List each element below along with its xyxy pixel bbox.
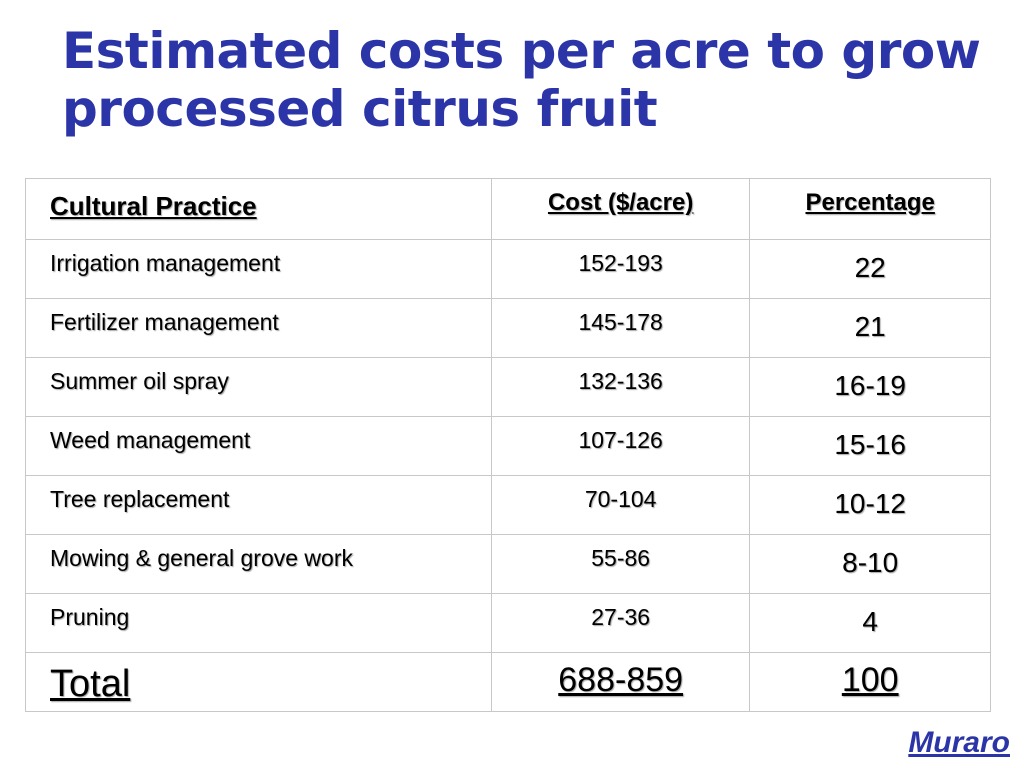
- cost-value: 132-136: [578, 368, 663, 394]
- cost-value: 55-86: [591, 545, 651, 571]
- table-row: Tree replacement 70-104 10-12: [25, 475, 991, 535]
- percentage-value: 8-10: [842, 547, 899, 578]
- percentage-cell: 21: [749, 298, 991, 358]
- cost-cell: 132-136: [490, 357, 751, 417]
- cost-cell: 55-86: [490, 534, 751, 594]
- practice-cell: Summer oil spray: [25, 357, 492, 417]
- practice-label: Pruning: [50, 604, 130, 630]
- cost-value: 70-104: [584, 486, 657, 512]
- header-cost-cell: Cost ($/acre): [490, 178, 751, 240]
- cost-cell: 27-36: [490, 593, 751, 653]
- practice-label: Fertilizer management: [50, 309, 279, 335]
- cost-value: 27-36: [591, 604, 651, 630]
- total-percentage-cell: 100: [749, 652, 991, 712]
- percentage-value: 22: [854, 252, 886, 283]
- table-row: Summer oil spray 132-136 16-19: [25, 357, 991, 417]
- practice-label: Irrigation management: [50, 250, 281, 276]
- practice-cell: Pruning: [25, 593, 492, 653]
- practice-label: Weed management: [50, 427, 251, 453]
- percentage-value: 21: [854, 311, 886, 342]
- slide-title: Estimated costs per acre to grow process…: [62, 22, 1012, 138]
- cost-cell: 70-104: [490, 475, 751, 535]
- percentage-value: 4: [862, 606, 878, 637]
- practice-label: Summer oil spray: [50, 368, 229, 394]
- header-practice-cell: Cultural Practice: [25, 178, 492, 240]
- header-percentage-cell: Percentage: [749, 178, 991, 240]
- table-row: Mowing & general grove work 55-86 8-10: [25, 534, 991, 594]
- total-row: Total 688-859 100: [25, 652, 991, 712]
- practice-cell: Weed management: [25, 416, 492, 476]
- percentage-value: 16-19: [834, 370, 906, 401]
- percentage-cell: 8-10: [749, 534, 991, 594]
- practice-label: Mowing & general grove work: [50, 545, 353, 571]
- cost-cell: 152-193: [490, 239, 751, 299]
- percentage-cell: 22: [749, 239, 991, 299]
- slide-title-line-1: Estimated costs per acre to grow: [62, 22, 981, 80]
- table-row: Fertilizer management 145-178 21: [25, 298, 991, 358]
- cost-cell: 107-126: [490, 416, 751, 476]
- slide-title-line-2: processed citrus fruit: [62, 80, 658, 138]
- total-percentage: 100: [841, 661, 899, 699]
- header-cost: Cost ($/acre): [547, 189, 694, 216]
- percentage-cell: 10-12: [749, 475, 991, 535]
- total-label: Total: [50, 663, 131, 705]
- cost-cell: 145-178: [490, 298, 751, 358]
- header-percentage: Percentage: [805, 189, 935, 216]
- cost-value: 152-193: [578, 250, 663, 276]
- table-row: Weed management 107-126 15-16: [25, 416, 991, 476]
- percentage-cell: 16-19: [749, 357, 991, 417]
- practice-cell: Mowing & general grove work: [25, 534, 492, 594]
- percentage-cell: 4: [749, 593, 991, 653]
- percentage-cell: 15-16: [749, 416, 991, 476]
- percentage-value: 15-16: [834, 429, 906, 460]
- cost-value: 107-126: [578, 427, 663, 453]
- practice-label: Tree replacement: [50, 486, 230, 512]
- table-row: Pruning 27-36 4: [25, 593, 991, 653]
- practice-cell: Fertilizer management: [25, 298, 492, 358]
- total-label-cell: Total: [25, 652, 492, 712]
- cost-table: Cultural Practice Cost ($/acre) Percenta…: [25, 178, 991, 712]
- cost-value: 145-178: [578, 309, 663, 335]
- practice-cell: Tree replacement: [25, 475, 492, 535]
- total-cost: 688-859: [558, 661, 684, 699]
- author-signature: Muraro: [908, 726, 1010, 759]
- practice-cell: Irrigation management: [25, 239, 492, 299]
- total-cost-cell: 688-859: [490, 652, 751, 712]
- table-row: Irrigation management 152-193 22: [25, 239, 991, 299]
- header-row: Cultural Practice Cost ($/acre) Percenta…: [25, 178, 991, 240]
- percentage-value: 10-12: [834, 488, 906, 519]
- header-practice: Cultural Practice: [50, 191, 257, 221]
